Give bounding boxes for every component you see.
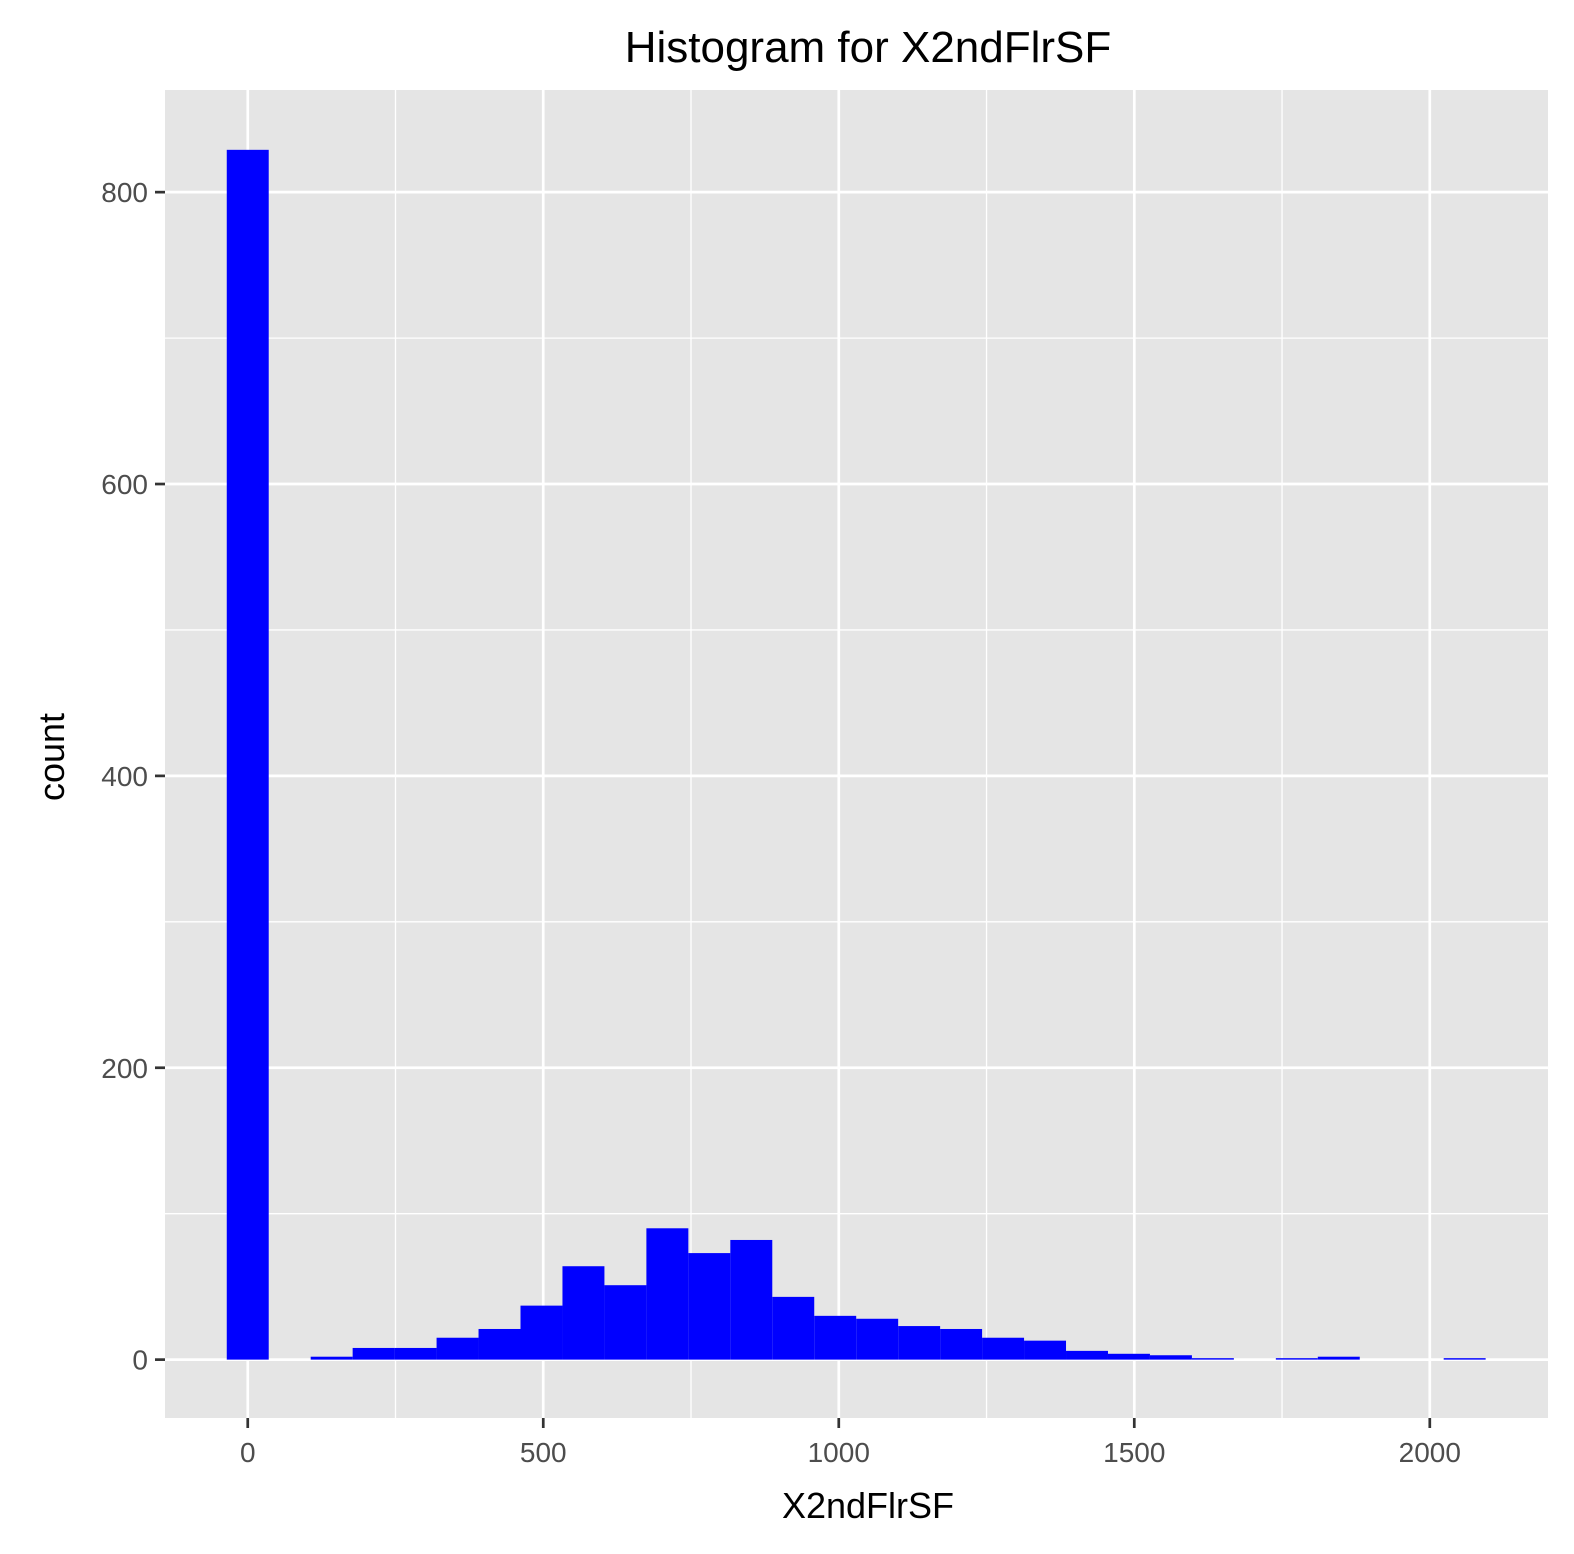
x-tick-label: 1000: [808, 1437, 870, 1468]
x-tick-label: 0: [240, 1437, 256, 1468]
histogram-bar: [646, 1228, 689, 1360]
histogram-bars: [226, 149, 1486, 1360]
histogram-bar: [1191, 1358, 1234, 1360]
histogram-bar: [814, 1315, 857, 1360]
histogram-bar: [1275, 1358, 1318, 1360]
histogram-bar: [520, 1305, 563, 1360]
y-tick-label: 800: [101, 177, 148, 208]
x-axis-title: X2ndFlrSF: [782, 1485, 954, 1526]
x-tick-label: 500: [520, 1437, 567, 1468]
histogram-bar: [1443, 1358, 1486, 1360]
y-tick-label: 0: [132, 1345, 148, 1376]
histogram-bar: [310, 1356, 353, 1360]
chart-title: Histogram for X2ndFlrSF: [625, 23, 1112, 72]
histogram-bar: [352, 1347, 395, 1360]
y-tick-label: 600: [101, 469, 148, 500]
y-axis: 0 200 400 600 800: [101, 177, 165, 1376]
y-axis-title: count: [31, 713, 72, 801]
histogram-bar: [898, 1326, 941, 1360]
histogram-bar: [940, 1328, 983, 1360]
histogram-bar: [1317, 1356, 1360, 1360]
histogram-bar: [1024, 1340, 1067, 1360]
histogram-bar: [1066, 1350, 1108, 1360]
y-tick-label: 200: [101, 1053, 148, 1084]
histogram-bar: [1149, 1355, 1192, 1360]
x-axis: 0 500 1000 1500 2000: [240, 1418, 1461, 1468]
x-tick-label: 2000: [1399, 1437, 1461, 1468]
histogram-bar: [772, 1296, 815, 1360]
histogram-bar: [982, 1337, 1025, 1360]
y-tick-label: 400: [101, 761, 148, 792]
plot-panel: [165, 90, 1548, 1418]
minor-gridlines: [165, 90, 1548, 1418]
histogram-bar: [604, 1285, 647, 1360]
x-tick-label: 1500: [1103, 1437, 1165, 1468]
histogram-bar: [562, 1266, 605, 1360]
histogram-bar: [688, 1253, 731, 1360]
histogram-bar: [436, 1337, 479, 1360]
histogram-bar: [730, 1239, 773, 1360]
histogram-bar: [226, 149, 269, 1360]
histogram-bar: [856, 1318, 899, 1360]
histogram-bar: [478, 1328, 521, 1360]
histogram-bar: [394, 1347, 437, 1360]
histogram-bar: [1107, 1353, 1150, 1360]
